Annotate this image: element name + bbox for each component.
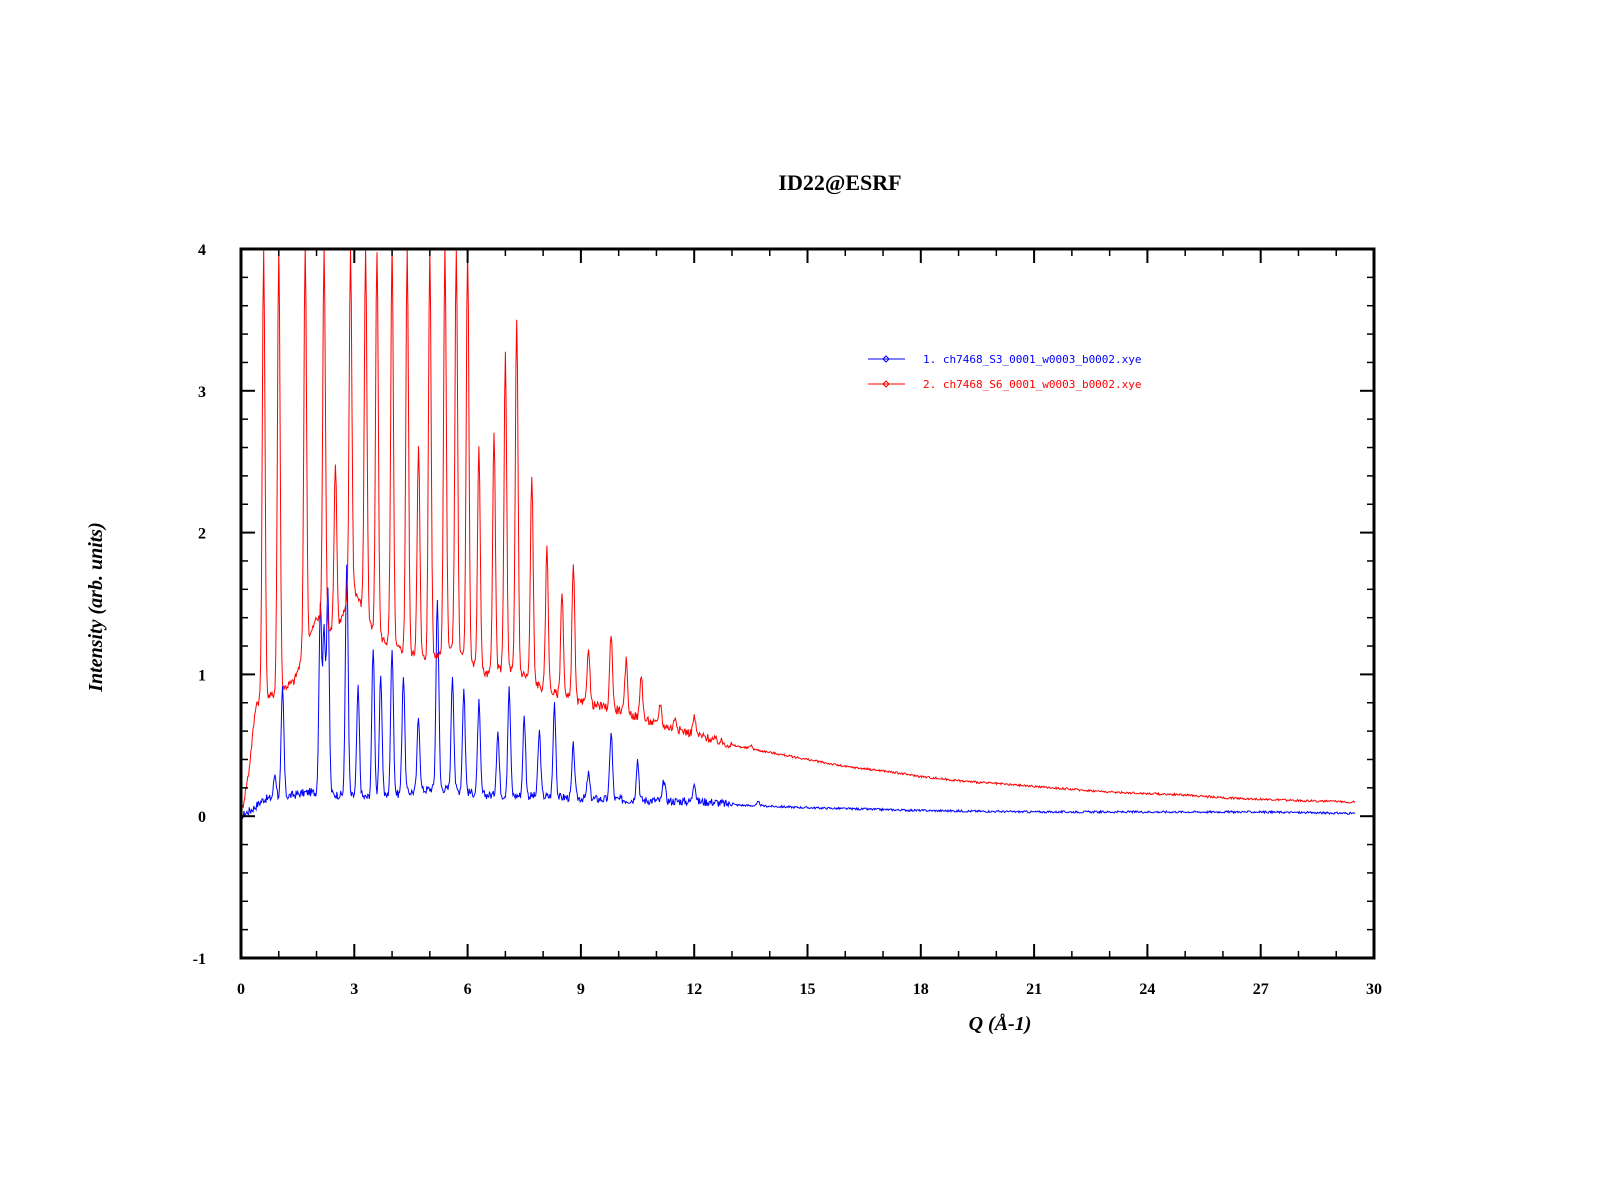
x-tick-label: 18 bbox=[913, 981, 929, 998]
x-tick-label: 12 bbox=[686, 981, 702, 998]
series-layer bbox=[241, 249, 1356, 820]
y-tick-label: 1 bbox=[198, 667, 206, 684]
x-tick-label: 21 bbox=[1026, 981, 1042, 998]
x-tick-label: 27 bbox=[1253, 981, 1269, 998]
series-line bbox=[241, 564, 1356, 820]
chart-title: ID22@ESRF bbox=[778, 170, 901, 195]
y-tick-label: 2 bbox=[198, 526, 206, 543]
legend-label: 1. ch7468_S3_0001_w0003_b0002.xye bbox=[923, 353, 1142, 366]
x-tick-label: 15 bbox=[800, 981, 816, 998]
x-tick-label: 0 bbox=[237, 981, 245, 998]
legend-marker bbox=[882, 380, 890, 388]
legend-label: 2. ch7468_S6_0001_w0003_b0002.xye bbox=[923, 378, 1142, 391]
x-axis-label: Q (Å-1) bbox=[969, 1013, 1032, 1035]
series-line bbox=[241, 249, 1356, 820]
legend-marker bbox=[882, 355, 890, 363]
y-tick-label: 4 bbox=[198, 242, 206, 259]
x-tick-label: 9 bbox=[577, 981, 585, 998]
y-tick-label: 3 bbox=[198, 384, 206, 401]
x-tick-label: 30 bbox=[1366, 981, 1382, 998]
plot-frame bbox=[239, 247, 1376, 960]
x-tick-label: 3 bbox=[350, 981, 358, 998]
x-tick-label: 24 bbox=[1139, 981, 1155, 998]
y-axis-label: Intensity (arb. units) bbox=[85, 522, 107, 692]
y-tick-label: 0 bbox=[198, 809, 206, 826]
y-tick-label: -1 bbox=[193, 951, 206, 968]
x-tick-label: 6 bbox=[464, 981, 472, 998]
series-2 bbox=[241, 249, 1356, 820]
legend: 1. ch7468_S3_0001_w0003_b0002.xye 2. ch74… bbox=[868, 353, 1142, 391]
